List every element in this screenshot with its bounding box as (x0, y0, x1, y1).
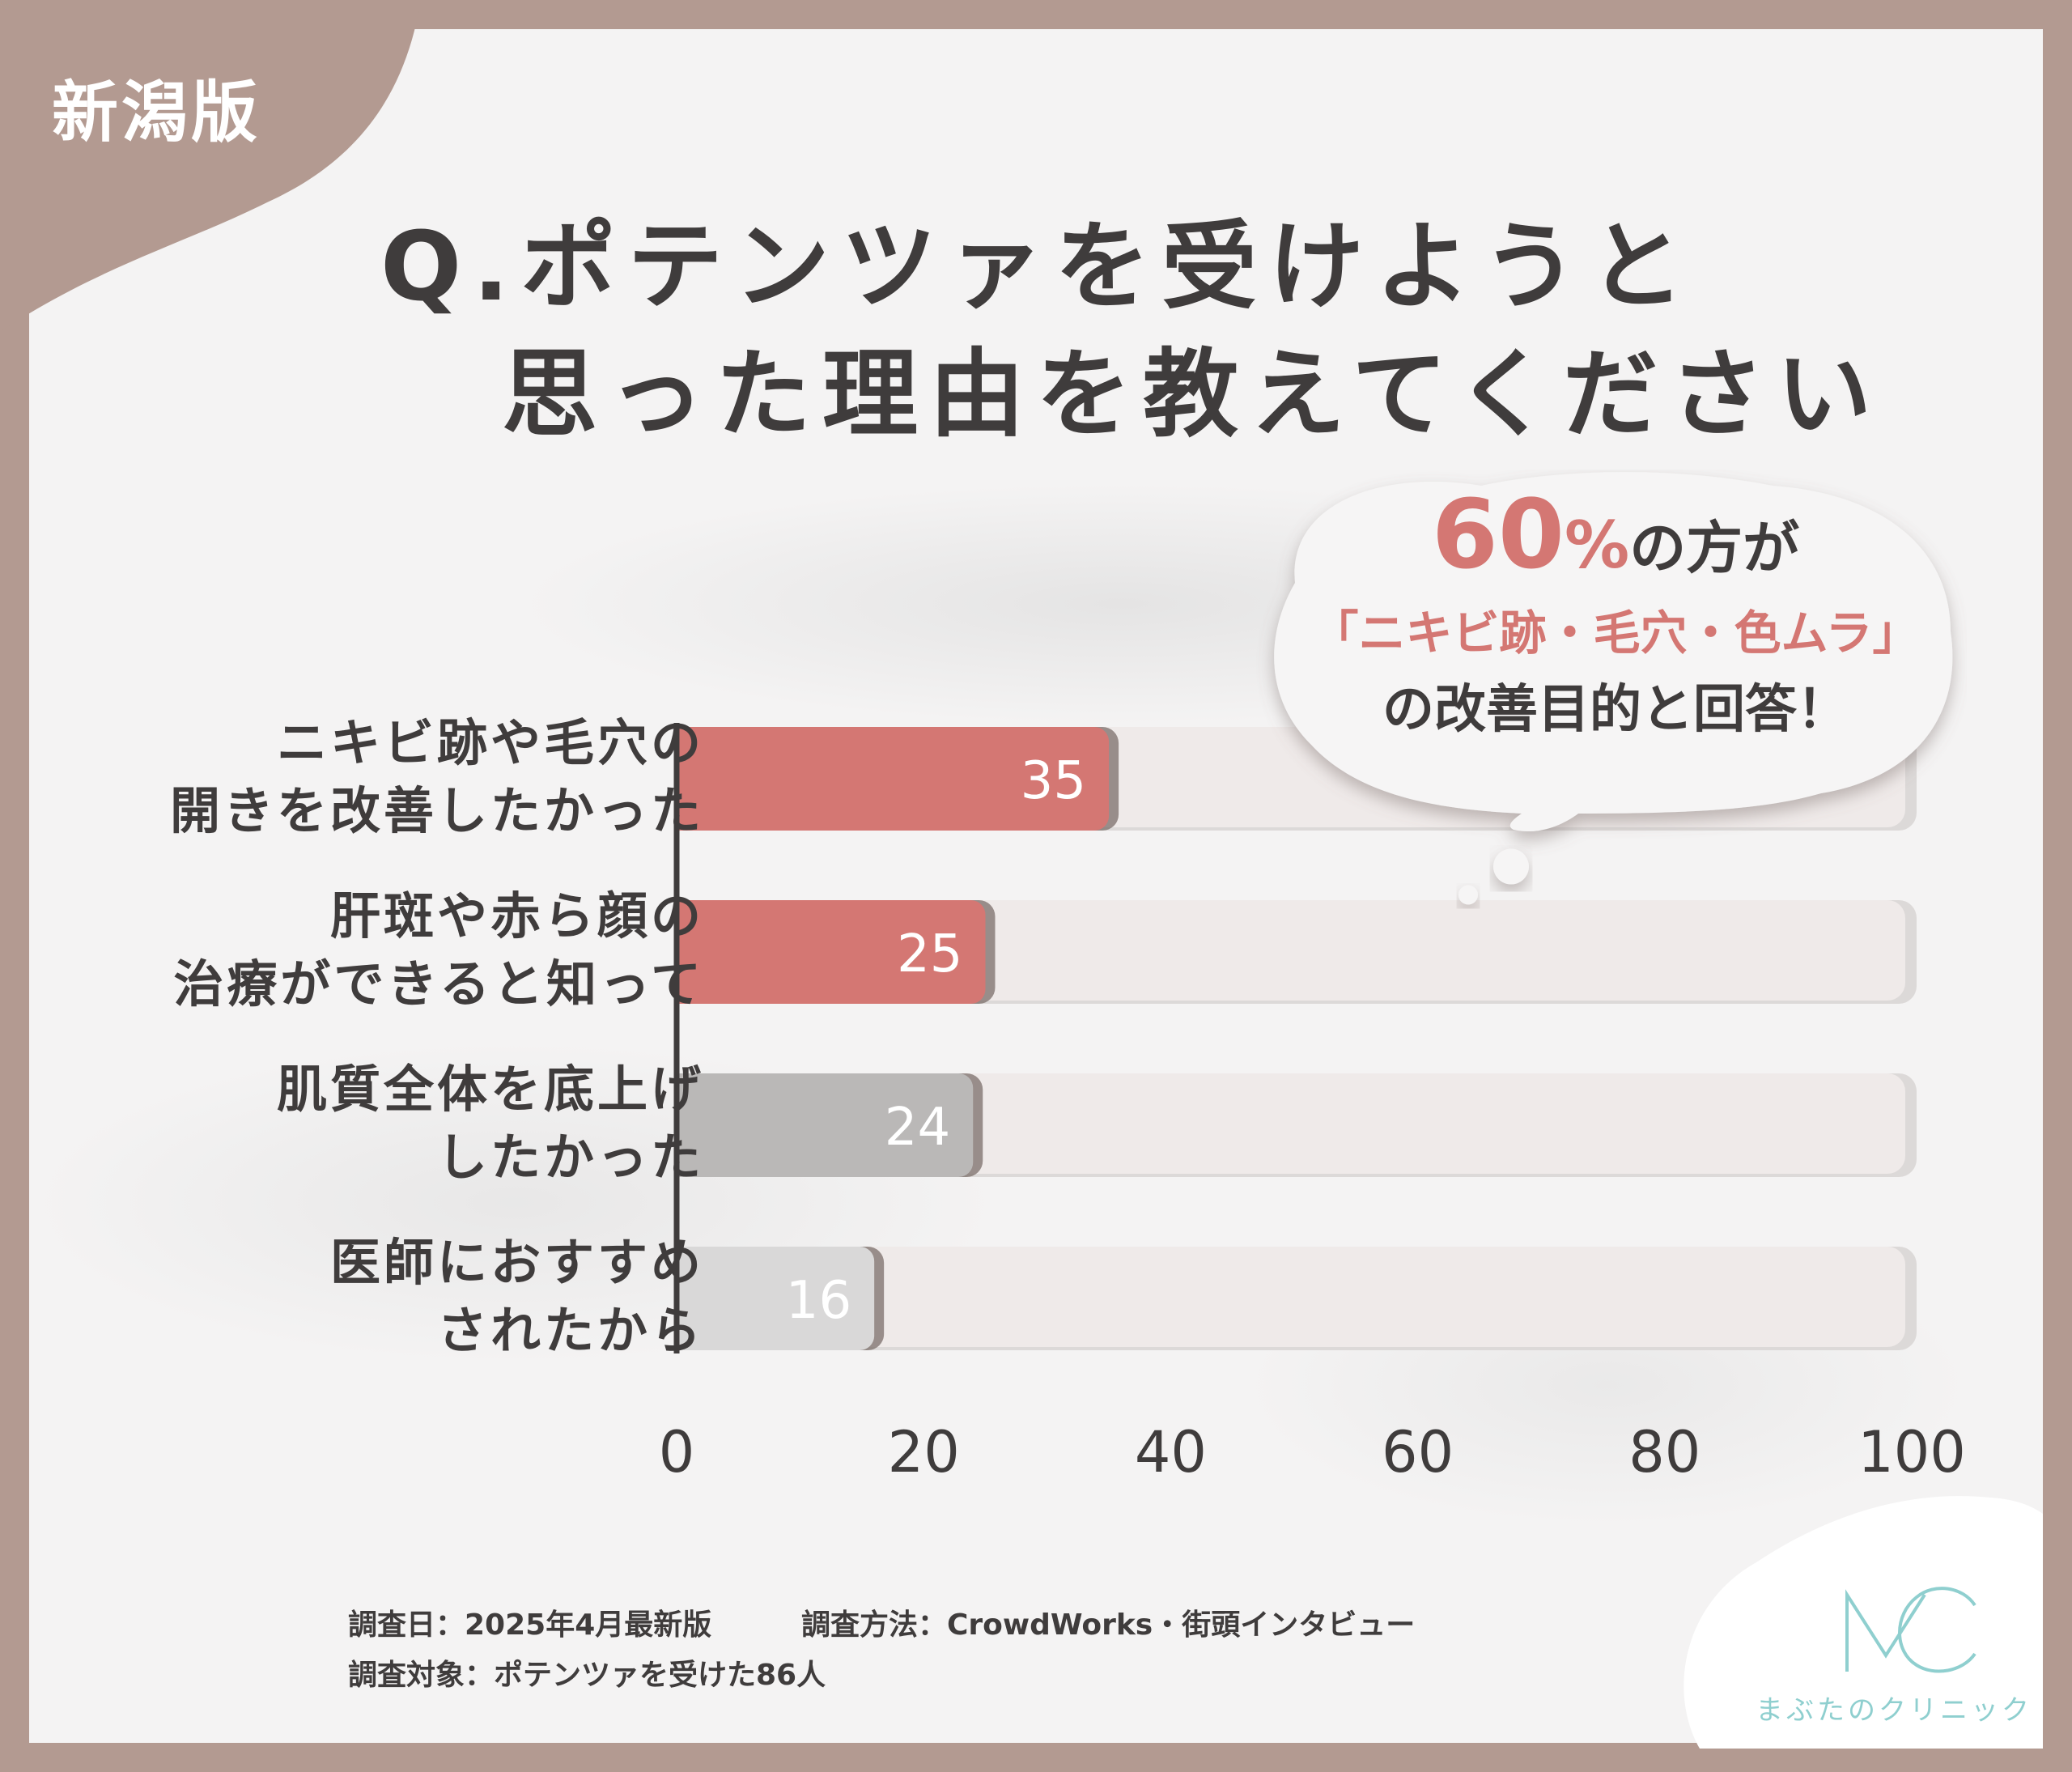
bar (677, 900, 986, 1004)
category-label-line: されたから (436, 1301, 704, 1360)
bar-value-label: 16 (786, 1271, 851, 1331)
page-title: Q.ポテンツァを受けようと 思った理由を教えてください (380, 202, 1883, 458)
category-label: 肝斑や赤ら顔の治療ができると知って (173, 882, 704, 1018)
category-label-line: 肝斑や赤ら顔の (329, 886, 704, 945)
bar (677, 1073, 974, 1177)
callout-text: 60%の方が 「ニキビ跡・毛穴・色ムラ」 の改善目的と回答！ (1251, 486, 1980, 750)
survey-method: 調査方法：CrowdWorks・街頭インタビュー (801, 1608, 1416, 1642)
x-tick-label: 40 (1135, 1419, 1207, 1485)
callout-line-3: の改善目的と回答！ (1382, 680, 1849, 740)
bar (677, 1247, 875, 1350)
bar-track (677, 1073, 1905, 1174)
title-line-1: Q.ポテンツァを受けようと (380, 210, 1696, 322)
category-label: 肌質全体を底上げしたかった (277, 1056, 704, 1192)
callout-line-1-suffix: の方が (1629, 515, 1800, 581)
x-tick-label: 60 (1382, 1419, 1454, 1485)
bar-track (677, 1247, 1905, 1347)
callout-percent: 60 (1431, 478, 1565, 590)
category-label-line: したかった (436, 1128, 704, 1187)
category-label-line: 治療ができると知って (173, 954, 704, 1013)
survey-target: 調査対象：ポテンツァを受けた86人 (348, 1659, 826, 1692)
category-label: 医師におすすめされたから (330, 1229, 704, 1365)
bar-left-edge (677, 727, 701, 831)
region-tag: 新潟版 (52, 74, 261, 151)
corner-tag-shape (0, 0, 421, 332)
x-tick-label: 80 (1628, 1419, 1700, 1485)
x-tick-label: 100 (1858, 1419, 1966, 1485)
bar (677, 727, 1110, 831)
title-line-2: 思った理由を教えてください (502, 338, 1883, 450)
callout-line-2: 「ニキビ跡・毛穴・色ムラ」 (1311, 606, 1920, 661)
bar-value-label: 25 (897, 924, 962, 984)
logo-mark (1845, 1587, 1976, 1673)
bar-value-label: 35 (1021, 751, 1086, 811)
bar-value-label: 24 (885, 1098, 950, 1158)
callout-line-1: 60%の方が (1251, 486, 1980, 597)
speech-bubble (1274, 472, 1953, 905)
category-label-line: 開きを改善したかった (169, 781, 704, 840)
logo-text: まぶたのクリニック (1756, 1694, 2032, 1727)
bar-left-edge (677, 1247, 701, 1350)
category-label: ニキビ跡や毛穴の開きを改善したかった (170, 709, 704, 845)
bar-left-edge (677, 1073, 701, 1177)
bar-left-edge (677, 900, 701, 1004)
x-tick-label: 0 (659, 1419, 695, 1485)
callout-percent-unit: % (1565, 508, 1630, 583)
x-tick-label: 20 (888, 1419, 960, 1485)
category-label-line: ニキビ跡や毛穴の (276, 713, 704, 772)
category-label-line: 肌質全体を底上げ (276, 1060, 704, 1119)
survey-date: 調査日：2025年4月最新版 (348, 1608, 712, 1642)
category-label-line: 医師におすすめ (329, 1233, 704, 1292)
